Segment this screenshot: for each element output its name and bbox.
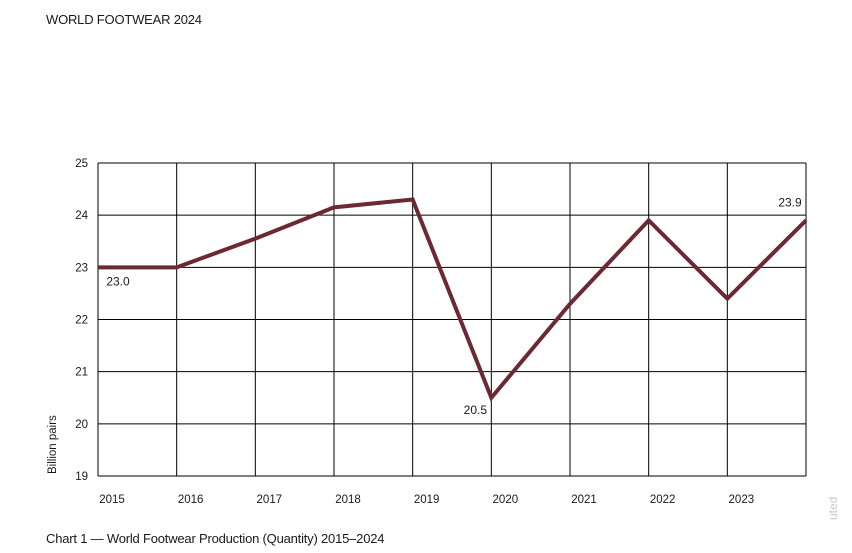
series-line-0 — [98, 197, 808, 402]
data-label: 20.5 — [464, 403, 488, 417]
x-tick-label: 2020 — [493, 494, 519, 506]
series-line-group — [97, 197, 808, 402]
y-tick-label: 25 — [75, 158, 88, 170]
report-title: WORLD FOOTWEAR 2024 — [46, 12, 202, 27]
x-tick-label: 2023 — [729, 494, 755, 506]
watermark-text: uted — [826, 496, 840, 520]
y-tick-label: 24 — [75, 210, 88, 222]
data-labels: 23.0 20.5 23.9 — [106, 195, 802, 416]
y-tick-label: 22 — [75, 315, 88, 327]
x-axis-ticks: 2015 2016 2017 2018 2019 2020 2021 2022 2023 — [99, 494, 754, 506]
y-axis-label: Billion pairs — [47, 415, 59, 474]
x-tick-label: 2016 — [178, 494, 204, 506]
data-label: 23.9 — [778, 195, 802, 209]
x-tick-label: 2022 — [650, 494, 676, 506]
x-tick-label: 2021 — [571, 494, 597, 506]
x-tick-label: 2019 — [414, 494, 440, 506]
x-tick-label: 2015 — [99, 494, 125, 506]
y-tick-label: 21 — [75, 367, 88, 379]
y-tick-label: 19 — [75, 471, 88, 483]
chart-caption: Chart 1 — World Footwear Production (Qua… — [46, 531, 385, 546]
y-axis-ticks: 19 20 21 22 23 24 25 — [75, 158, 88, 483]
data-label: 23.0 — [106, 274, 130, 288]
x-tick-label: 2017 — [257, 494, 283, 506]
x-tick-label: 2018 — [335, 494, 361, 506]
y-tick-label: 23 — [75, 262, 88, 274]
chart-grid — [97, 162, 807, 477]
y-tick-label: 20 — [75, 419, 88, 431]
